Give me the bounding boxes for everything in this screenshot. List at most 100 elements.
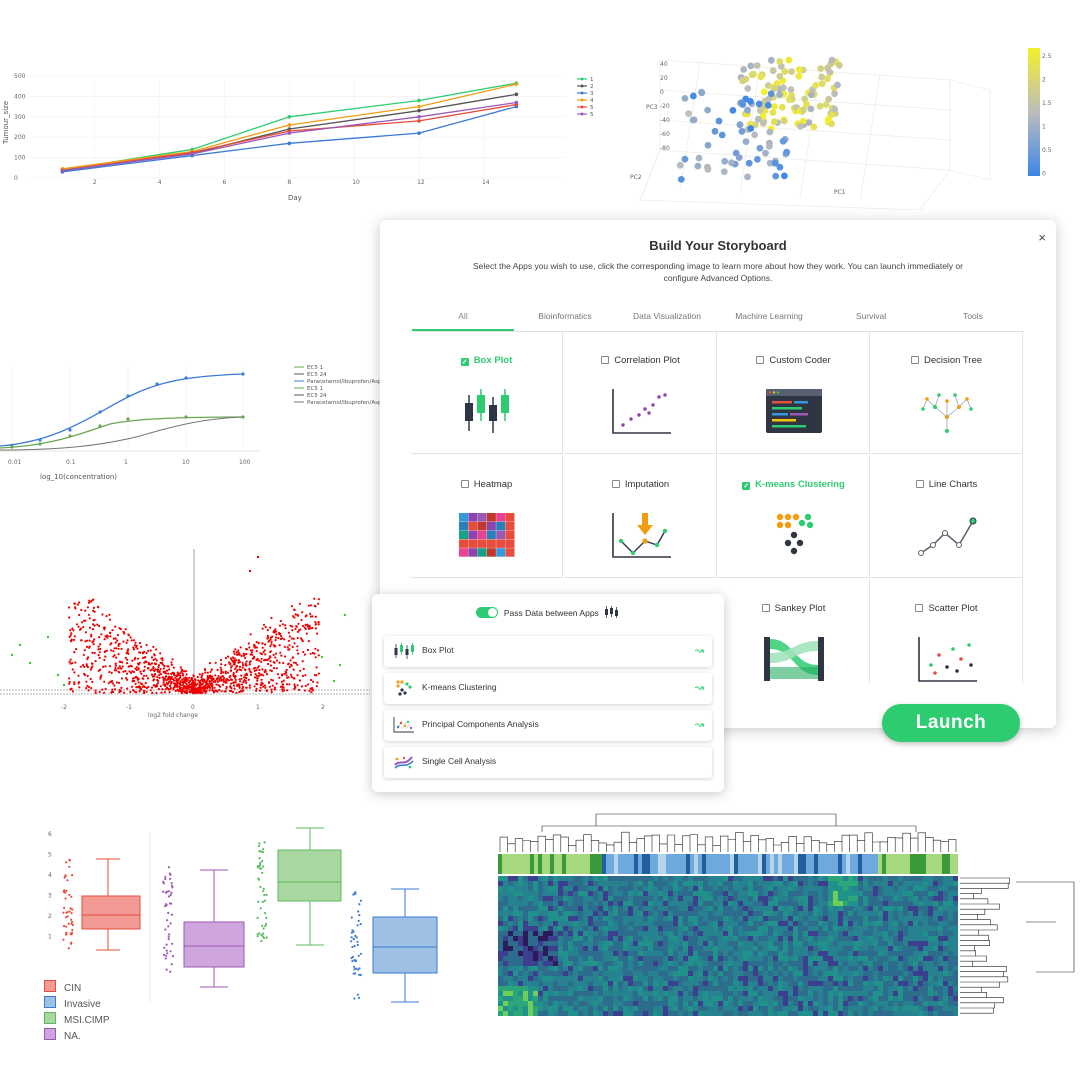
heatmap-cell [558,1011,563,1016]
app-card-custom-coder[interactable]: Custom Coder [718,331,870,454]
annotation-cell [886,854,890,874]
app-card-kmeans-clustering[interactable]: ✓ K-means Clustering [718,455,870,578]
checkbox-line-charts[interactable] [915,480,924,488]
jitter-point [264,924,267,928]
tab-data-visualization[interactable]: Data Visualization [633,311,701,321]
launch-button[interactable]: Launch [882,704,1020,742]
pipeline-item-kmeans-clustering[interactable]: K-means Clustering ↝ [384,673,712,704]
app-card-box-plot[interactable]: ✓ Box Plot [411,331,563,454]
checkbox-imputation[interactable] [611,480,620,488]
heatmap-cell [893,936,898,941]
heatmap-cell [553,901,558,906]
app-card-scatter-plot[interactable]: Scatter Plot [871,579,1023,683]
volcano-point [289,624,292,627]
app-card-correlation-plot[interactable]: Correlation Plot [565,331,717,454]
volcano-point [275,659,279,662]
heatmap-cell [623,886,628,891]
checkbox-decision-tree[interactable] [910,356,919,364]
heatmap-cell [528,956,533,961]
heatmap-cell [788,886,793,891]
heatmap-cell [908,936,913,941]
heatmap-cell [803,911,808,916]
volcano-point [117,681,121,684]
volcano-point [234,648,237,651]
refresh-icon[interactable]: ↝ [694,719,704,731]
heatmap-cell [508,986,513,991]
volcano-point [117,667,120,670]
heatmap-cell [648,971,653,976]
refresh-icon[interactable]: ↝ [694,645,704,657]
tab-all[interactable]: All [412,304,514,331]
jitter-point [170,891,173,894]
heatmap-cell [718,911,723,916]
heatmap-cell [653,966,658,971]
checkbox-box-plot[interactable]: ✓ [460,358,469,366]
heatmap-cell [623,1006,628,1011]
volcano-point [79,665,82,668]
tab-tools[interactable]: Tools [963,311,983,321]
checkbox-heatmap[interactable] [460,480,469,488]
heatmap-cell [763,926,768,931]
jitter-point [169,950,172,953]
heatmap-cell [563,906,568,911]
checkbox-correlation-plot[interactable] [601,356,610,364]
volcano-point [242,652,245,655]
heatmap-cell [538,966,543,971]
checkbox-kmeans-clustering[interactable]: ✓ [742,482,751,490]
heatmap-cell [933,971,938,976]
heatmap-cell [628,911,633,916]
tab-machine-learning[interactable]: Machine Learning [735,311,803,321]
heatmap-cell [548,956,553,961]
heatmap-cell [703,956,708,961]
heatmap-cell [808,966,813,971]
heatmap-cell [588,1011,593,1016]
volcano-point [180,668,183,671]
heatmap-cell [728,976,733,981]
heatmap-cell [618,891,623,896]
volcano-point [285,674,288,677]
heatmap-cell [678,966,683,971]
scatter-plot-icon [918,637,977,682]
app-card-imputation[interactable]: Imputation [565,455,717,578]
close-icon[interactable]: × [1038,230,1046,245]
heatmap-cell [898,886,903,891]
pipeline-item-pca[interactable]: Principal Components Analysis ↝ [384,710,712,741]
volcano-point [264,658,267,661]
heatmap-cell [608,996,613,1001]
heatmap-cell [773,976,778,981]
heatmap-cell [863,906,868,911]
checkbox-scatter-plot[interactable] [915,604,924,612]
app-card-sankey-plot[interactable]: Sankey Plot [718,579,870,683]
pipeline-item-single-cell-analysis[interactable]: Single Cell Analysis [384,747,712,778]
heatmap-cell [763,911,768,916]
jitter-point [168,902,172,905]
heatmap-cell [618,991,623,996]
heatmap-cell [778,881,783,886]
heatmap-cell [758,1006,763,1011]
heatmap-cell [713,966,718,971]
pass-data-toggle[interactable] [475,607,498,618]
volcano-point [83,673,87,677]
heatmap-cell [673,906,678,911]
checkbox-custom-coder[interactable] [756,356,765,364]
x-tick-label: 10 [182,459,190,466]
app-card-decision-tree[interactable]: Decision Tree [871,331,1023,454]
refresh-icon[interactable]: ↝ [694,682,704,694]
heatmap-cell [828,946,833,951]
volcano-point [88,617,91,620]
tab-bioinformatics[interactable]: Bioinformatics [538,311,592,321]
jitter-point [357,954,360,957]
checkbox-sankey-plot[interactable] [761,604,770,612]
volcano-point [289,659,292,662]
app-card-line-charts[interactable]: Line Charts [871,455,1023,578]
heatmap-cell [908,996,913,1001]
pipeline-item-box-plot[interactable]: Box Plot ↝ [384,636,712,667]
heatmap-cell [498,901,503,906]
app-card-heatmap[interactable]: Heatmap [411,455,563,578]
volcano-point [203,687,206,690]
heatmap-cell [853,896,858,901]
heatmap-cell [728,981,733,986]
jitter-point [67,922,70,925]
tab-survival[interactable]: Survival [855,311,887,321]
heatmap-cell [648,966,653,971]
